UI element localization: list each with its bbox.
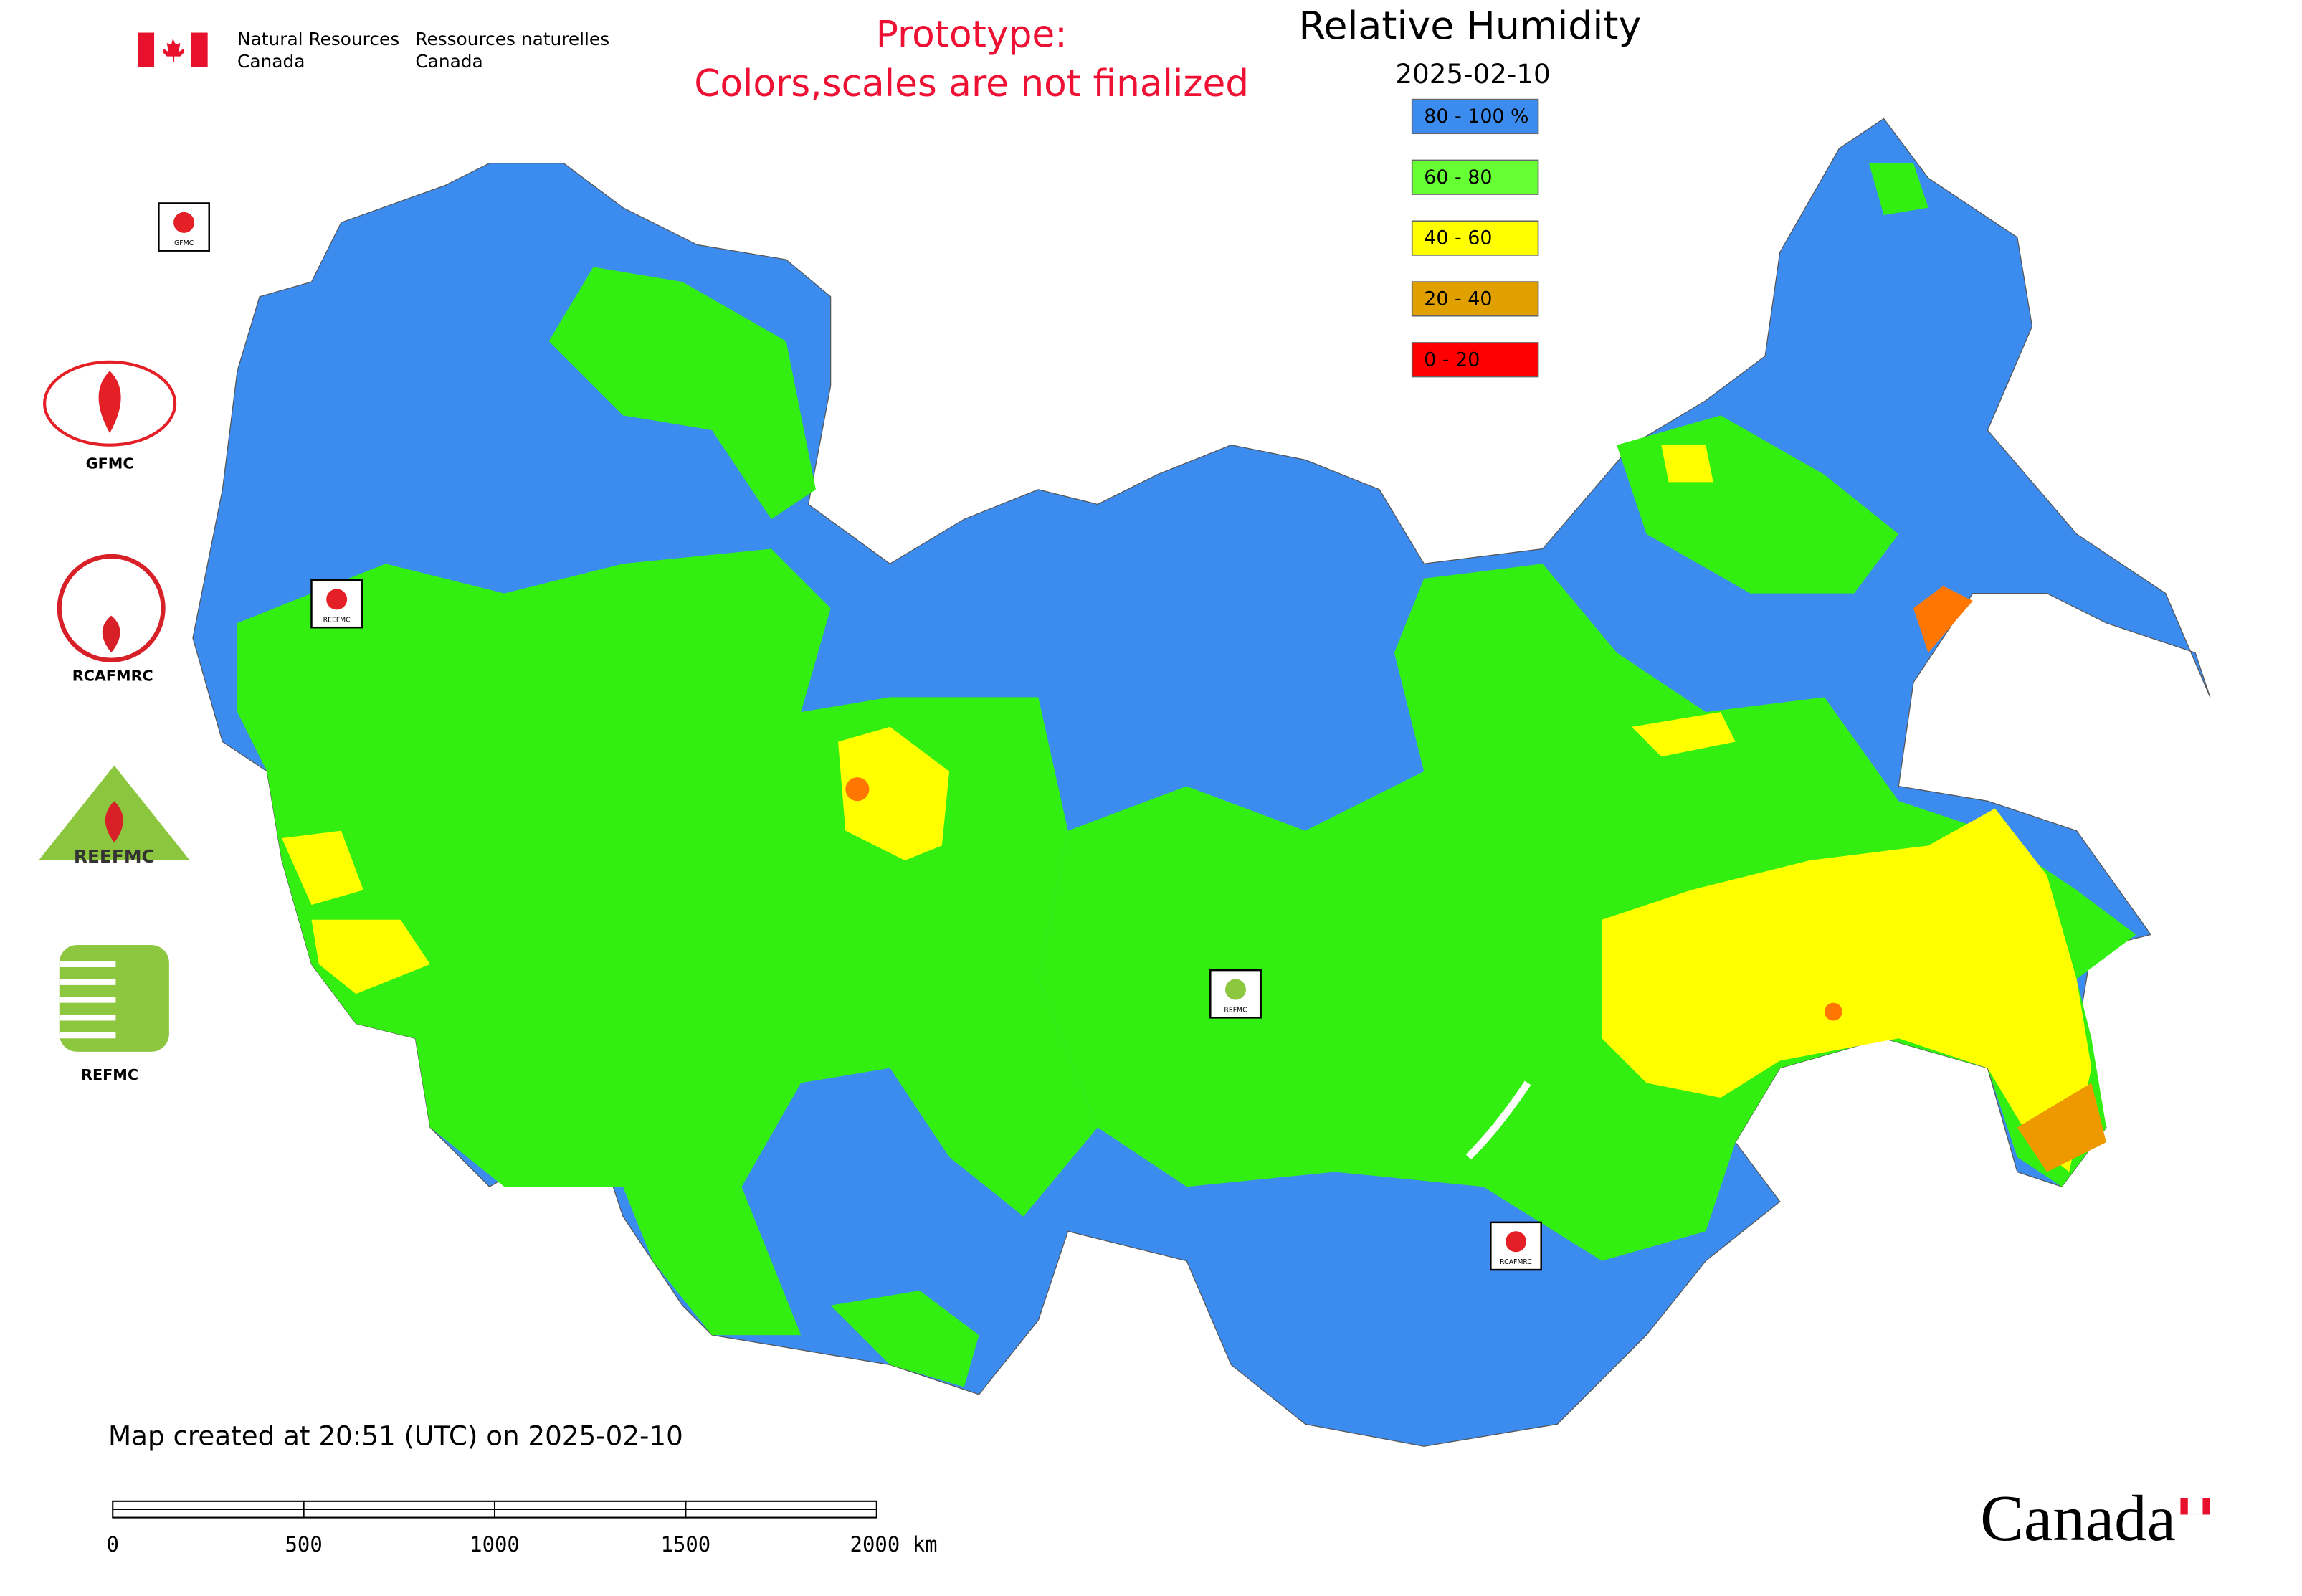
humidity-40-60 bbox=[282, 445, 2092, 1172]
station-label: REFMC bbox=[1224, 1006, 1247, 1014]
notice: Prototype: bbox=[876, 14, 1067, 57]
side-logo-label: RCAFMRC bbox=[72, 667, 153, 684]
legend: 80 - 100 % 60 - 80 40 - 60 20 - 40 0 - 20 bbox=[1411, 98, 1539, 378]
legend-swatch bbox=[1411, 342, 1539, 378]
station-label: REEFMC bbox=[323, 616, 351, 624]
side-logo-label: REEFMC bbox=[74, 846, 155, 867]
scale-bar: 0 500 1000 1500 2000 km bbox=[107, 1500, 938, 1557]
dept-fr: Canada bbox=[415, 51, 482, 72]
legend-swatch bbox=[1411, 220, 1539, 256]
legend-swatch bbox=[1411, 159, 1539, 195]
station-emblem bbox=[1506, 1231, 1527, 1253]
map-date: 2025-02-10 bbox=[1395, 58, 1550, 90]
side-logo-label: REFMC bbox=[81, 1066, 138, 1083]
dept-fr: Ressources naturelles bbox=[415, 29, 609, 49]
map-title: Relative Humidity bbox=[1298, 3, 1641, 48]
legend-label: 20 - 40 bbox=[1424, 288, 1492, 310]
wordmark: Canada bbox=[1980, 1482, 2176, 1554]
station-logos: GFMC REEFMC REFMC RCAFMRC bbox=[158, 202, 1542, 1271]
legend-swatch bbox=[1411, 281, 1539, 317]
side-logo-label: GFMC bbox=[86, 455, 134, 472]
station-emblem bbox=[173, 212, 195, 233]
station-emblem bbox=[326, 589, 348, 610]
legend-label: 0 - 20 bbox=[1424, 348, 1480, 371]
dept-en: Canada bbox=[237, 51, 305, 72]
legend-label: 60 - 80 bbox=[1424, 166, 1492, 189]
canada-wordmark: Canada bbox=[1980, 1482, 2210, 1554]
legend-label: 40 - 60 bbox=[1424, 227, 1492, 250]
scale-label: 2000 km bbox=[850, 1532, 938, 1557]
scale-label: 1000 bbox=[470, 1532, 520, 1557]
scale-label: 0 bbox=[107, 1532, 119, 1557]
scale-label: 1500 bbox=[661, 1532, 711, 1557]
lake-baikal bbox=[1465, 1080, 1531, 1160]
gov-signature: Natural Resources Canada Ressources natu… bbox=[138, 29, 609, 72]
station-label: RCAFMRC bbox=[1500, 1258, 1532, 1266]
dept-en: Natural Resources bbox=[237, 29, 399, 49]
station-emblem bbox=[1224, 979, 1246, 1000]
legend-swatch bbox=[1411, 98, 1539, 135]
canvas: Natural Resources Canada Ressources natu… bbox=[38, 3, 2211, 1557]
notice: Colors,scales are not finalized bbox=[694, 62, 1249, 105]
legend-label: 80 - 100 % bbox=[1424, 105, 1528, 128]
created-note: Map created at 20:51 (UTC) on 2025-02-10 bbox=[108, 1420, 683, 1451]
side-logo-panel: GFMC RCAFMRC REEFMC REFMC bbox=[38, 360, 190, 1083]
station-label: GFMC bbox=[174, 239, 194, 247]
map-area bbox=[192, 118, 2211, 1447]
humidity-low bbox=[845, 586, 2106, 1172]
scale-label: 500 bbox=[285, 1532, 322, 1557]
